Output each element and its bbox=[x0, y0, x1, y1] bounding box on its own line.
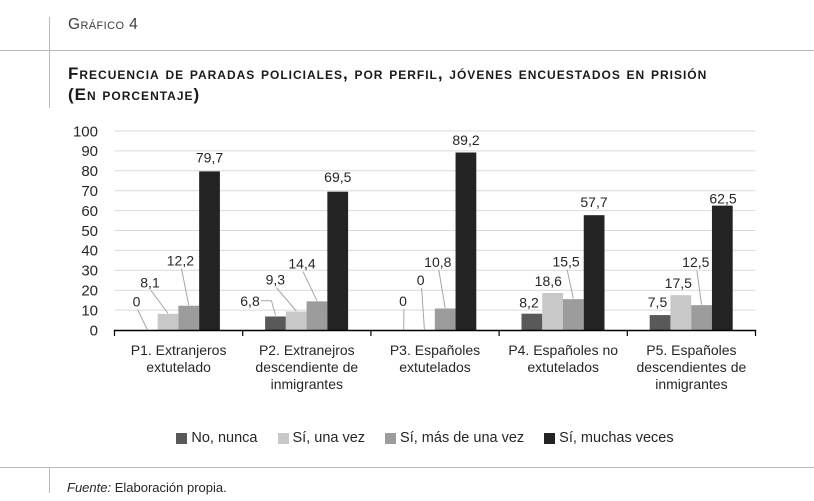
legend-item: Sí, más de una vez bbox=[385, 430, 524, 446]
legend-label: No, nunca bbox=[191, 430, 258, 446]
legend-label: Sí, muchas veces bbox=[559, 430, 674, 446]
bar bbox=[542, 292, 563, 330]
legend-label: Sí, más de una vez bbox=[400, 430, 525, 446]
y-axis-label: 60 bbox=[81, 203, 98, 220]
legend-swatch bbox=[176, 432, 188, 444]
label-leader-line bbox=[566, 269, 574, 299]
left-margin-rule-header bbox=[49, 17, 50, 108]
bar bbox=[434, 308, 456, 330]
y-axis-label: 90 bbox=[81, 143, 98, 160]
label-leader-line bbox=[180, 268, 190, 306]
bar bbox=[265, 316, 286, 330]
figure-title: Frecuencia de paradas policiales, por pe… bbox=[68, 64, 708, 83]
label-leader-line bbox=[421, 287, 425, 330]
y-axis-label: 0 bbox=[90, 322, 98, 339]
y-axis-label: 30 bbox=[81, 263, 98, 280]
bottom-divider bbox=[0, 467, 814, 468]
label-leader-line bbox=[261, 300, 276, 316]
data-label: 8,2 bbox=[519, 295, 539, 311]
legend-swatch bbox=[544, 432, 556, 444]
bar bbox=[178, 305, 200, 330]
category-label: P5. Españoles descendientes de inmigrantes bbox=[637, 342, 747, 392]
data-label: 9,3 bbox=[266, 272, 286, 288]
data-label: 57,7 bbox=[580, 194, 607, 210]
bar bbox=[455, 152, 477, 330]
label-leader-line bbox=[137, 309, 148, 330]
data-label: 10,8 bbox=[424, 254, 451, 270]
category-label: P3. Españoles extutelados bbox=[390, 342, 480, 375]
figure-kicker: Gráfico 4 bbox=[68, 16, 139, 33]
legend-label: Sí, una vez bbox=[292, 430, 366, 446]
data-label: 18,6 bbox=[535, 273, 562, 289]
y-axis-label: 100 bbox=[73, 123, 98, 140]
label-leader-line bbox=[275, 287, 297, 312]
data-label: 0 bbox=[417, 272, 425, 288]
label-leader-line bbox=[438, 269, 446, 309]
bar bbox=[327, 191, 349, 330]
label-leader-line bbox=[150, 290, 169, 314]
category-label: P4. Españoles no extutelados bbox=[508, 342, 618, 375]
y-axis-label: 80 bbox=[81, 163, 98, 180]
legend-item: Sí, muchas veces bbox=[544, 430, 674, 446]
data-label: 12,5 bbox=[682, 254, 709, 270]
data-label: 17,5 bbox=[665, 275, 692, 291]
bar bbox=[157, 313, 179, 330]
data-label: 12,2 bbox=[167, 252, 194, 268]
source-label: Fuente: bbox=[67, 480, 112, 495]
legend-item: No, nunca bbox=[176, 430, 258, 446]
bar bbox=[285, 311, 307, 330]
bar-chart: 0 6,8 0 8,2 7,5 8,1 9,3 0 18,6 17,5 12,2 14,4 10,8 15… bbox=[73, 123, 757, 392]
data-label: 89,2 bbox=[452, 132, 479, 148]
y-axis-label: 10 bbox=[81, 302, 98, 319]
bar bbox=[649, 315, 671, 330]
data-label: 8,1 bbox=[140, 274, 160, 290]
figure-title-block: Frecuencia de paradas policiales, por pe… bbox=[68, 63, 788, 105]
category-label: P2. Extranejros descendiente de inmigrante… bbox=[255, 342, 358, 392]
top-divider bbox=[0, 50, 814, 51]
bar bbox=[670, 295, 692, 330]
figure-subtitle: (En porcentaje) bbox=[68, 85, 201, 104]
data-label: 6,8 bbox=[240, 293, 260, 309]
data-label: 69,5 bbox=[324, 169, 351, 185]
data-label: 7,5 bbox=[648, 294, 668, 310]
bar bbox=[583, 215, 605, 330]
y-axis-label: 40 bbox=[81, 243, 98, 260]
bar bbox=[563, 299, 584, 330]
data-label: 0 bbox=[399, 293, 407, 309]
data-label: 15,5 bbox=[552, 254, 579, 270]
bar bbox=[691, 305, 712, 330]
y-axis-label: 70 bbox=[81, 183, 98, 200]
legend-item: Sí, una vez bbox=[277, 430, 366, 446]
bar bbox=[711, 205, 733, 330]
bar bbox=[521, 313, 543, 330]
data-label: 79,7 bbox=[196, 150, 223, 166]
data-label: 62,5 bbox=[709, 190, 736, 206]
label-leader-line bbox=[302, 271, 318, 302]
y-axis-label: 20 bbox=[81, 283, 98, 300]
legend-swatch bbox=[385, 432, 397, 444]
chart-legend: No, nunca Sí, una vez Sí, más de una vez Sí… bbox=[60, 430, 790, 446]
bar bbox=[306, 301, 328, 330]
label-leader-line bbox=[696, 270, 703, 305]
data-label: 14,4 bbox=[288, 256, 315, 272]
bar bbox=[199, 171, 220, 330]
category-label: P1. Extranjeros extutelado bbox=[131, 342, 227, 375]
y-axis-label: 50 bbox=[81, 223, 98, 240]
data-label: 0 bbox=[133, 293, 141, 309]
source-note: Fuente: Elaboración propia. bbox=[67, 480, 227, 495]
source-text: Elaboración propia. bbox=[114, 480, 227, 495]
left-margin-rule-footer bbox=[49, 467, 50, 493]
legend-swatch bbox=[277, 432, 289, 444]
